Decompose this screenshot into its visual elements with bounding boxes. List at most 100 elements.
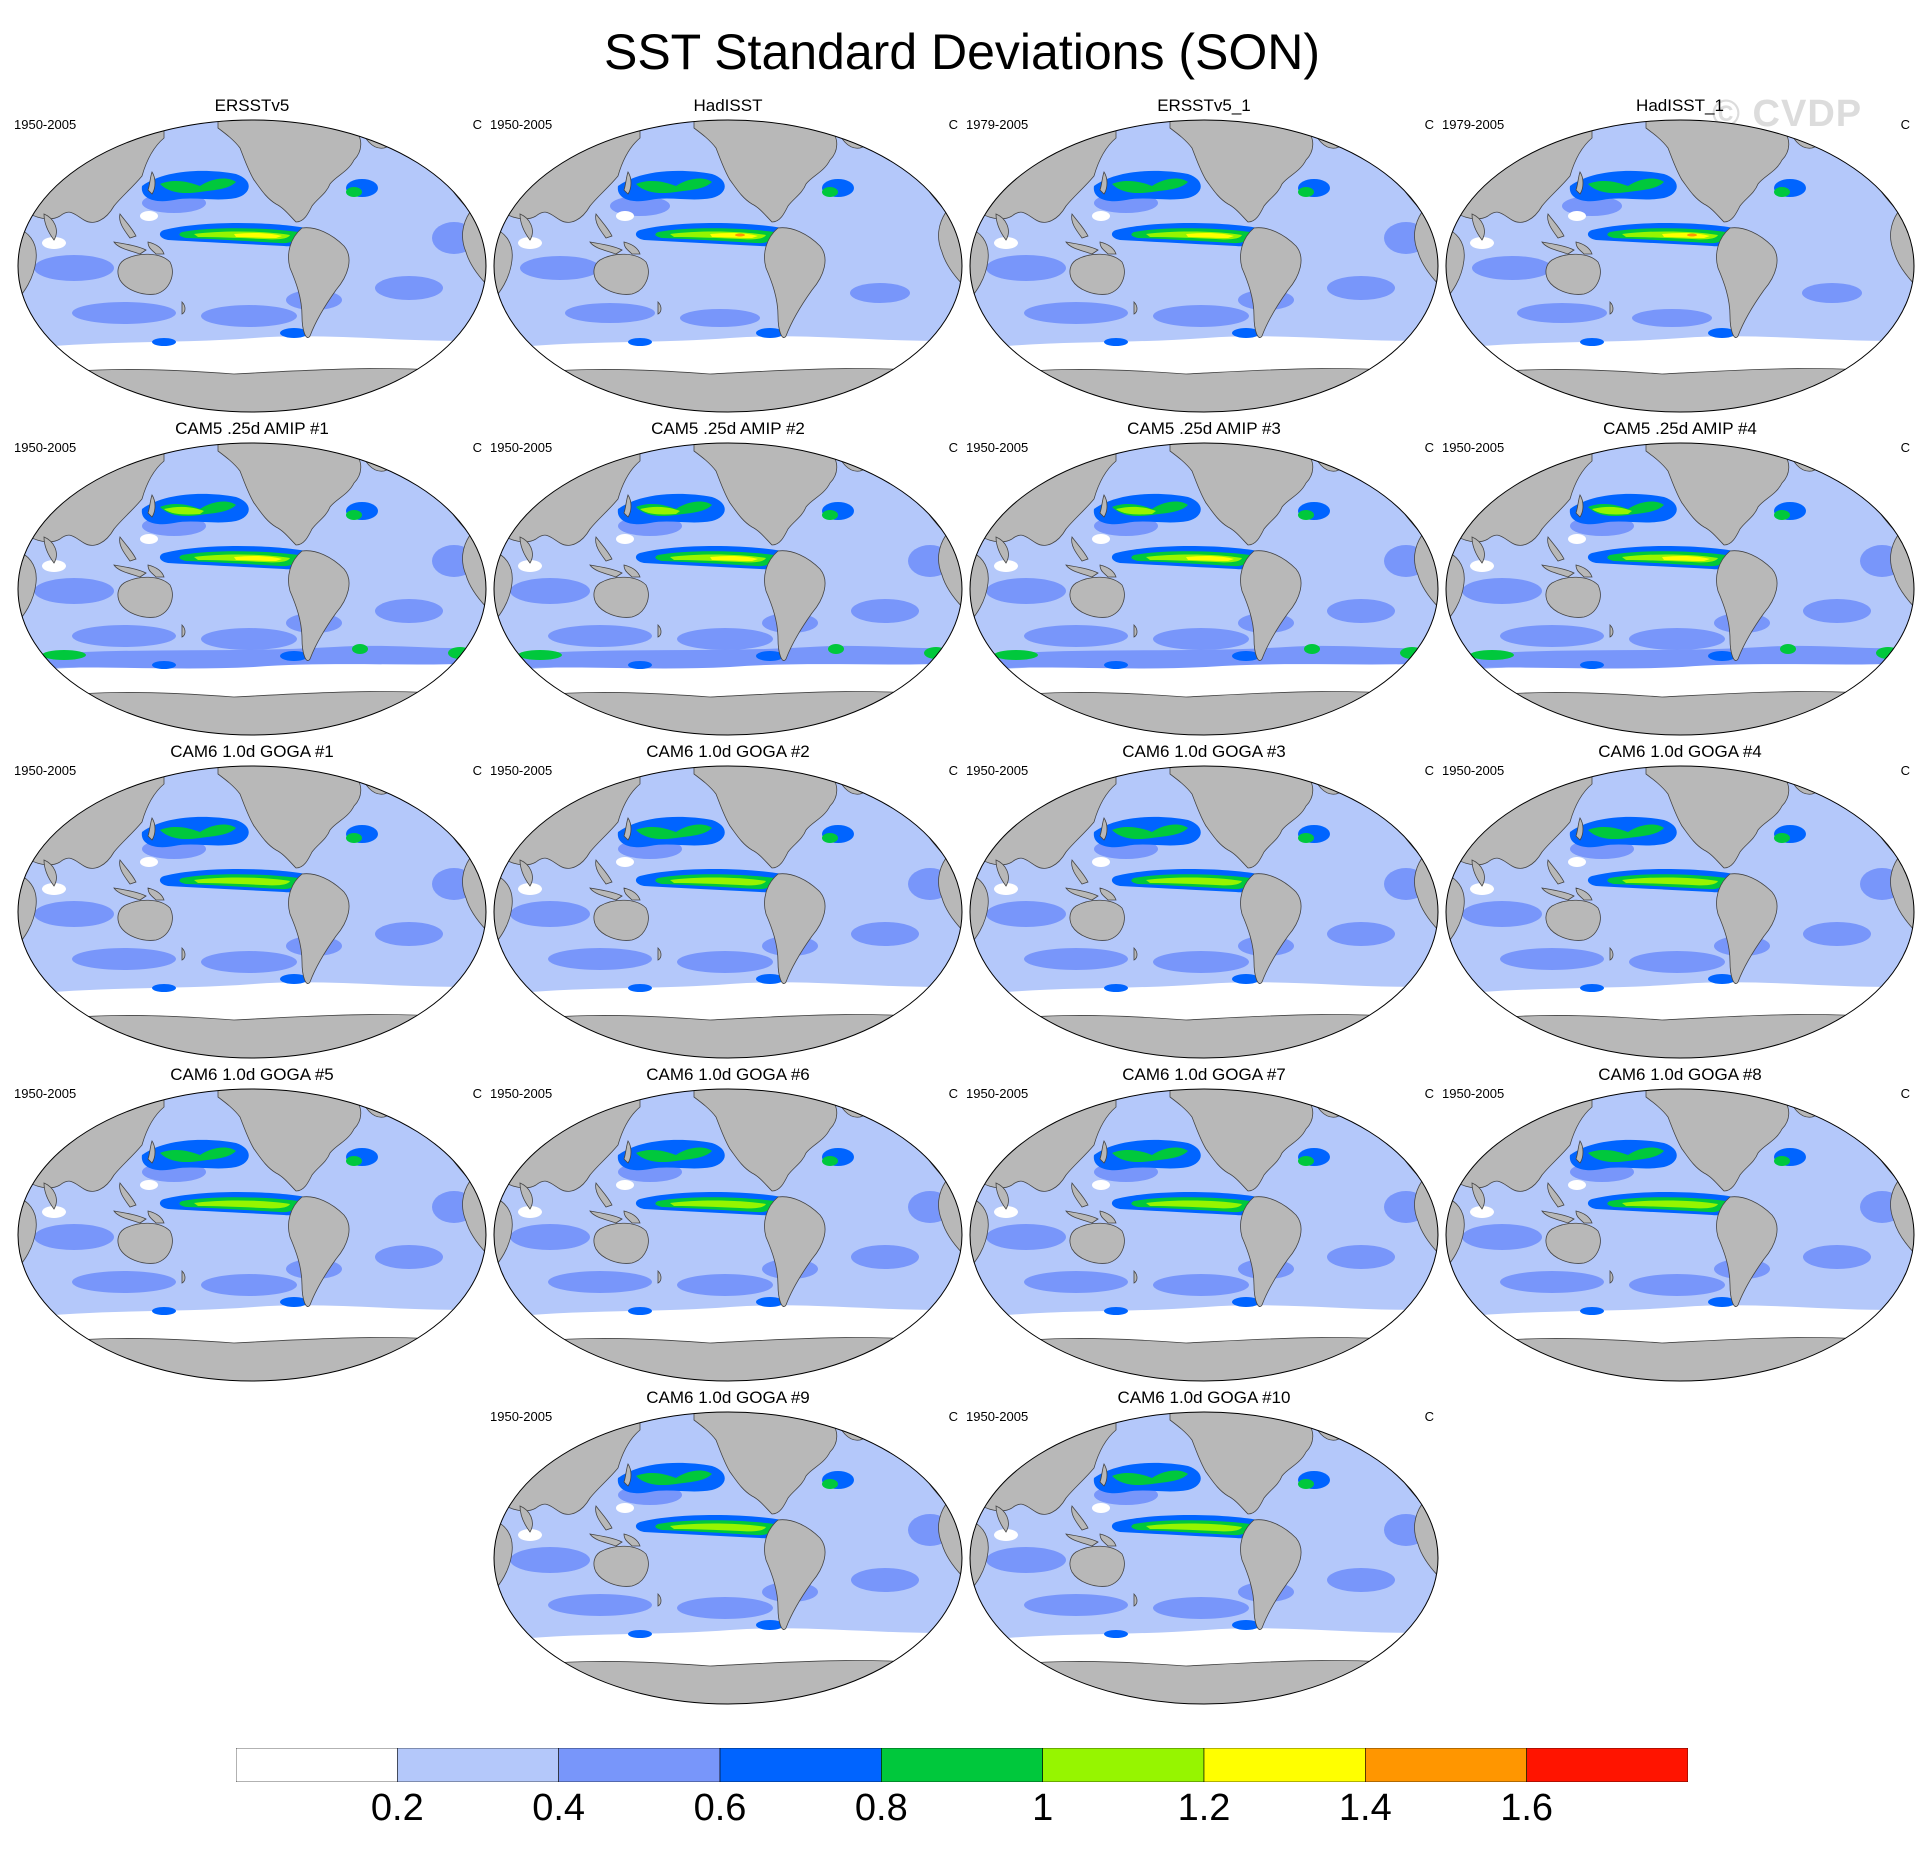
land-mass [1099, 1463, 1108, 1487]
sst-anomaly-region [756, 328, 784, 338]
map-outline [969, 1411, 1439, 1705]
sst-anomaly-region [34, 901, 114, 927]
sst-anomaly-region [628, 338, 652, 346]
land-mass [1240, 550, 1302, 661]
sst-anomaly-region [1462, 901, 1542, 927]
sst-anomaly-region [1472, 256, 1552, 280]
map-outline [1445, 1088, 1915, 1382]
land-mass [1069, 576, 1125, 618]
sst-anomaly-region [280, 1297, 308, 1307]
sst-anomaly-region [1024, 1271, 1128, 1293]
land-mass [519, 213, 533, 241]
land-mass [147, 887, 165, 901]
sst-anomaly-region [1580, 1307, 1604, 1315]
colorbar-segment [881, 1748, 1043, 1782]
world-map [493, 1088, 963, 1382]
land-mass [1575, 564, 1593, 578]
gulf-stream-core [346, 833, 362, 843]
map-outline [1445, 442, 1915, 736]
sst-anomaly-region [548, 1271, 652, 1293]
low-variance-patch [1092, 857, 1110, 867]
sst-anomaly-region [1803, 1245, 1871, 1269]
low-variance-patch [1568, 211, 1586, 221]
land-mass [1071, 1505, 1089, 1531]
panel-unit: C [472, 117, 482, 132]
sst-anomaly-region [1024, 302, 1128, 324]
sst-anomaly-region [1153, 951, 1249, 973]
enso-tongue-core [670, 1200, 766, 1209]
land-mass [1645, 120, 1790, 223]
panel-unit: C [1900, 1086, 1910, 1101]
land-mass [1133, 1270, 1138, 1284]
map-panel: CAM5 .25d AMIP #2 1950-2005 C [490, 419, 966, 737]
land-mass [1547, 859, 1565, 885]
panel-years: 1950-2005 [14, 117, 77, 132]
land-mass [1645, 766, 1790, 869]
land-mass [623, 564, 641, 578]
enso-tongue-peak [234, 232, 282, 238]
low-variance-patch [518, 1529, 542, 1541]
low-variance-patch [1470, 883, 1494, 895]
sst-anomaly-region [1327, 1245, 1395, 1269]
sst-anomaly-region [1500, 948, 1604, 970]
map-outline [969, 442, 1439, 736]
land-mass [519, 1182, 533, 1210]
sst-anomaly-region [510, 1224, 590, 1250]
land-mass [764, 873, 826, 984]
low-variance-patch [518, 1206, 542, 1218]
land-mass [1541, 887, 1575, 901]
low-variance-patch [994, 1529, 1018, 1541]
colorbar-segment [1042, 1748, 1205, 1782]
southern-ocean-band [34, 645, 484, 669]
sst-anomaly-region [1580, 661, 1604, 669]
land-mass [623, 1210, 641, 1224]
world-map [1445, 442, 1915, 736]
sst-anomaly-region [1327, 599, 1395, 623]
gulf-stream-core [346, 510, 362, 520]
land-mass [1609, 947, 1614, 961]
panel-years: 1950-2005 [14, 440, 77, 455]
world-map [493, 119, 963, 413]
panel-unit: C [472, 440, 482, 455]
land-mass [1541, 564, 1575, 578]
land-mass [1446, 691, 1914, 735]
sst-anomaly-region [152, 984, 176, 992]
panel-title: CAM6 1.0d GOGA #8 [1598, 1065, 1762, 1084]
land-mass [1071, 1182, 1089, 1208]
sst-anomaly-region [851, 922, 919, 946]
land-mass [1169, 1089, 1314, 1192]
low-variance-patch [616, 1180, 634, 1190]
land-mass [693, 766, 838, 869]
sst-anomaly-region [1708, 651, 1736, 661]
low-variance-patch [140, 1180, 158, 1190]
gulf-stream-core [1298, 833, 1314, 843]
land-mass [589, 564, 623, 578]
panel-title: CAM6 1.0d GOGA #4 [1598, 742, 1762, 761]
sst-anomaly-region [280, 651, 308, 661]
enso-tongue-peak [1662, 232, 1710, 238]
low-variance-patch [140, 211, 158, 221]
gulf-stream-core [822, 1479, 838, 1489]
land-mass [1716, 550, 1778, 661]
sst-anomaly-region [72, 302, 176, 324]
colorbar-segment [558, 1748, 721, 1782]
land-mass [147, 241, 165, 255]
sst-anomaly-region [1232, 1620, 1260, 1630]
sst-anomaly-region [851, 1245, 919, 1269]
land-mass [1071, 859, 1089, 885]
panel-unit: C [1424, 117, 1434, 132]
map-panel: ERSSTv5 1950-2005 C [14, 96, 490, 414]
map-outline [493, 1088, 963, 1382]
land-mass [113, 241, 147, 255]
panel-title: CAM6 1.0d GOGA #2 [646, 742, 810, 761]
map-outline [1445, 119, 1915, 413]
sst-anomaly-region [548, 1594, 652, 1616]
panel-years: 1950-2005 [14, 1086, 77, 1101]
land-mass [519, 1505, 533, 1533]
land-mass [519, 859, 533, 887]
land-mass [288, 227, 350, 338]
enso-tongue-core [1622, 877, 1718, 886]
land-mass [119, 1182, 137, 1208]
land-mass [147, 817, 156, 841]
map-panel: CAM6 1.0d GOGA #9 1950-2005 C [490, 1388, 966, 1706]
